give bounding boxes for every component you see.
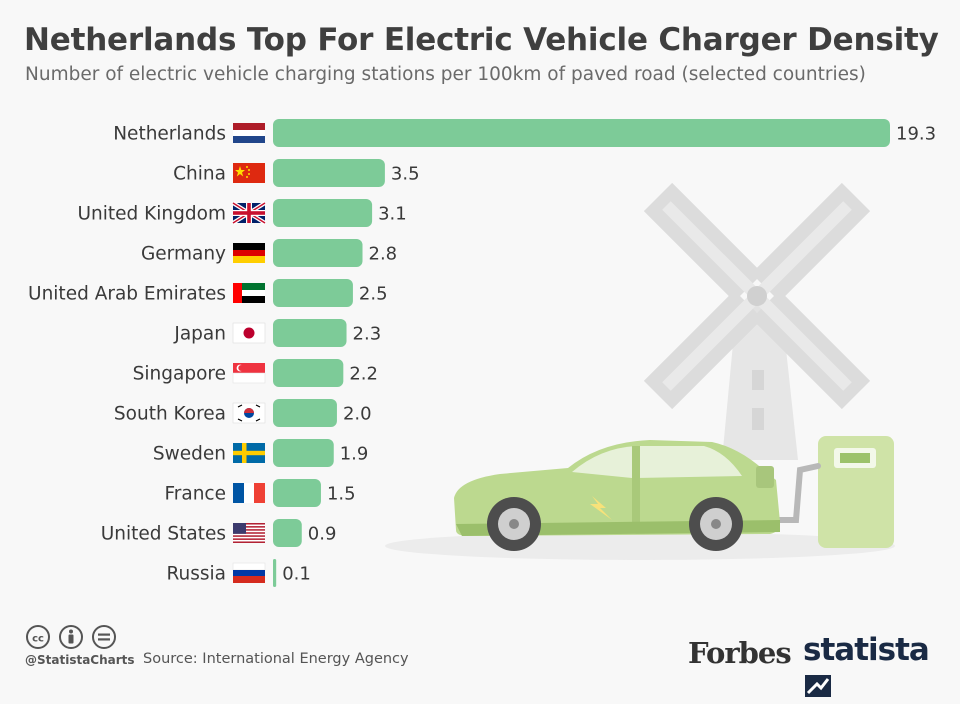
- japan-flag-icon: [232, 322, 266, 344]
- value-label-united-arab-emirates: 2.5: [359, 284, 388, 305]
- statista-handle: @StatistaCharts: [25, 653, 135, 667]
- category-label-france: France: [164, 484, 226, 505]
- bar-united-arab-emirates: [273, 279, 353, 307]
- bar-japan: [273, 319, 347, 347]
- bar-russia: [273, 559, 277, 587]
- singapore-flag-icon: [232, 362, 266, 384]
- category-label-south-korea: South Korea: [114, 404, 226, 425]
- value-label-united-kingdom: 3.1: [378, 204, 407, 225]
- china-flag-icon: [233, 163, 265, 183]
- bar-chart: Netherlands 19.3 China 3.5 United Kingdom 3.1…: [28, 119, 936, 587]
- statista-logo: statista: [803, 632, 960, 704]
- category-label-russia: Russia: [166, 564, 226, 585]
- value-label-japan: 2.3: [353, 324, 382, 345]
- germany-flag-icon: [233, 243, 265, 263]
- uk-flag-icon: [231, 201, 267, 225]
- source-note: Source: International Energy Agency: [143, 651, 409, 667]
- bar-france: [273, 479, 321, 507]
- value-label-china: 3.5: [391, 164, 420, 185]
- category-label-japan: Japan: [173, 324, 226, 345]
- bar-south-korea: [273, 399, 337, 427]
- forbes-logo: Forbes: [688, 636, 792, 670]
- category-label-germany: Germany: [141, 244, 226, 265]
- bar-united-kingdom: [273, 199, 373, 227]
- category-label-netherlands: Netherlands: [113, 124, 226, 145]
- category-label-singapore: Singapore: [133, 364, 226, 385]
- category-label-united-states: United States: [101, 524, 226, 545]
- netherlands-flag-icon: [233, 123, 265, 143]
- svg-text:cc: cc: [32, 634, 44, 645]
- uae-flag-icon: [233, 283, 265, 303]
- value-label-south-korea: 2.0: [343, 404, 372, 425]
- statista-logo-text: statista: [803, 632, 930, 668]
- chart-title: Netherlands Top For Electric Vehicle Cha…: [24, 22, 939, 58]
- chart-subtitle: Number of electric vehicle charging stat…: [25, 64, 866, 85]
- value-label-united-states: 0.9: [308, 524, 337, 545]
- category-label-china: China: [173, 164, 226, 185]
- statista-logo-icon: [805, 675, 831, 697]
- ev-car-illustration: [385, 436, 895, 560]
- category-label-united-arab-emirates: United Arab Emirates: [28, 284, 226, 305]
- france-flag-icon: [233, 483, 265, 503]
- value-label-netherlands: 19.3: [896, 124, 936, 145]
- creative-commons-icon: cc: [26, 625, 50, 649]
- south-korea-flag-icon: [232, 402, 266, 424]
- bar-united-states: [273, 519, 302, 547]
- value-label-singapore: 2.2: [349, 364, 378, 385]
- category-label-united-kingdom: United Kingdom: [78, 204, 227, 225]
- no-derivatives-icon: [92, 625, 116, 649]
- bar-singapore: [273, 359, 344, 387]
- usa-flag-icon: [233, 523, 265, 543]
- value-label-sweden: 1.9: [340, 444, 369, 465]
- bar-germany: [273, 239, 363, 267]
- bar-netherlands: [273, 119, 890, 147]
- value-label-russia: 0.1: [282, 564, 311, 585]
- bar-sweden: [273, 439, 334, 467]
- russia-flag-icon: [232, 562, 266, 584]
- attribution-icon: [59, 625, 83, 649]
- value-label-germany: 2.8: [369, 244, 398, 265]
- bar-china: [273, 159, 385, 187]
- value-label-france: 1.5: [327, 484, 356, 505]
- sweden-flag-icon: [233, 443, 265, 463]
- category-label-sweden: Sweden: [153, 444, 226, 465]
- windmill-illustration: [643, 182, 871, 460]
- license-icons: cc: [25, 624, 125, 656]
